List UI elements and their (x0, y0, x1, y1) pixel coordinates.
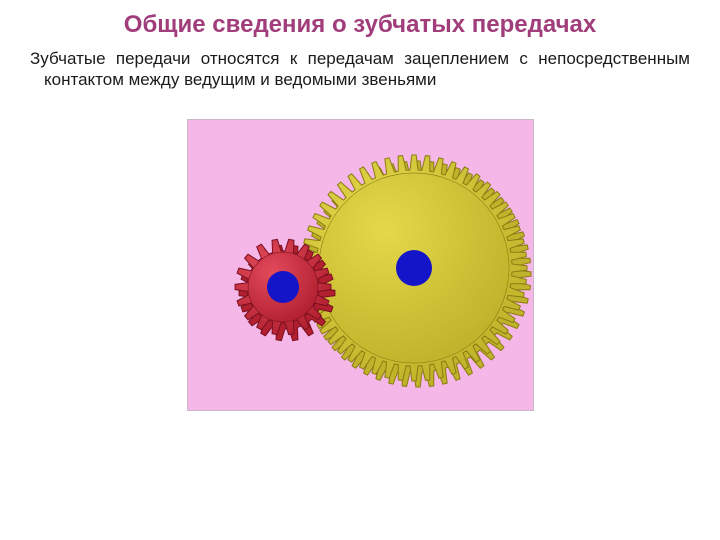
slide-body-text: Зубчатые передачи относятся к передачам … (30, 48, 690, 91)
gear-figure (187, 119, 534, 411)
large-gear-icon-hub (396, 250, 432, 286)
slide: Общие сведения о зубчатых передачах Зубч… (0, 10, 720, 540)
small-gear-icon-hub (267, 271, 299, 303)
figure-container (0, 119, 720, 411)
slide-title: Общие сведения о зубчатых передачах (40, 10, 680, 40)
